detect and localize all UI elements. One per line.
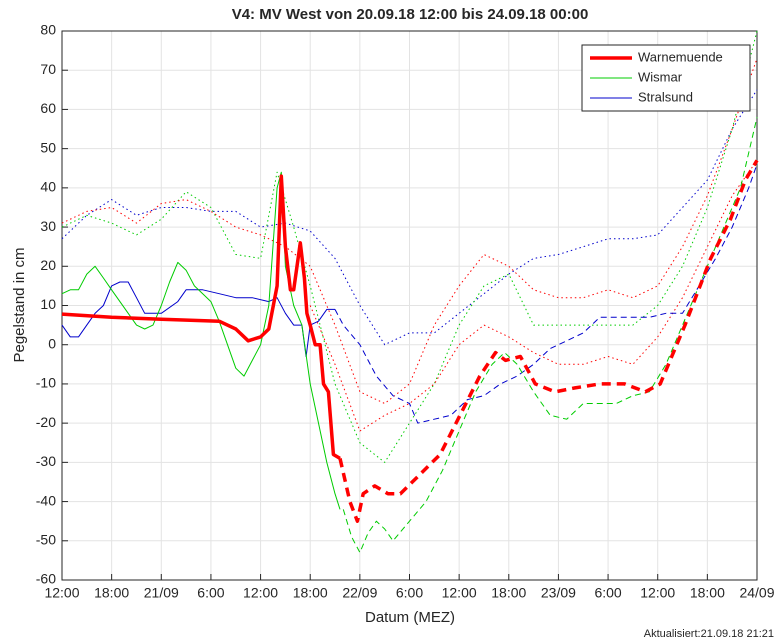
footer: Aktualisiert:21.09.18 21:21 [644, 628, 774, 640]
x-tick-label: 12:00 [243, 585, 278, 601]
y-tick-label: 10 [40, 296, 56, 312]
chart-title: V4: MV West von 20.09.18 12:00 bis 24.09… [232, 6, 589, 23]
y-tick-label: 80 [40, 22, 56, 38]
y-tick-label: -10 [36, 375, 56, 391]
legend-label: Warnemuende [638, 49, 723, 64]
y-tick-label: -50 [36, 531, 56, 547]
y-tick-label: -60 [36, 571, 56, 587]
x-tick-label: 12:00 [640, 585, 675, 601]
legend-label: Wismar [638, 69, 683, 84]
y-tick-label: 30 [40, 218, 56, 234]
y-tick-label: -40 [36, 492, 56, 508]
x-tick-label: 6:00 [594, 585, 621, 601]
forecast-line [334, 164, 758, 424]
bound-line [309, 160, 758, 432]
y-tick-label: 40 [40, 179, 56, 195]
x-tick-label: 6:00 [197, 585, 224, 601]
legend-label: Stralsund [638, 89, 693, 104]
y-tick-label: -20 [36, 414, 56, 430]
x-tick-label: 18:00 [293, 585, 328, 601]
observed-line [61, 174, 341, 460]
bound-line [61, 89, 758, 346]
x-tick-label: 24/09 [739, 585, 774, 601]
y-tick-label: 50 [40, 139, 56, 155]
x-axis-label: Datum (MEZ) [365, 609, 455, 626]
observed-line [61, 171, 341, 510]
y-tick-label: 0 [48, 335, 56, 351]
y-tick-label: 70 [40, 61, 56, 77]
bound-line [61, 30, 758, 463]
x-tick-label: 21/09 [144, 585, 179, 601]
x-tick-label: 23/09 [541, 585, 576, 601]
x-tick-label: 18:00 [491, 585, 526, 601]
x-tick-label: 12:00 [442, 585, 477, 601]
x-tick-label: 22/09 [342, 585, 377, 601]
forecast-line [338, 159, 759, 523]
y-tick-label: 20 [40, 257, 56, 273]
y-axis-label: Pegelstand in cm [11, 247, 28, 362]
y-tick-label: 60 [40, 100, 56, 116]
x-tick-label: 12:00 [44, 585, 79, 601]
x-tick-label: 18:00 [94, 585, 129, 601]
x-tick-label: 18:00 [690, 585, 725, 601]
x-tick-label: 6:00 [396, 585, 423, 601]
axes-box [61, 30, 758, 581]
forecast-line [342, 117, 758, 553]
y-tick-label: -30 [36, 453, 56, 469]
